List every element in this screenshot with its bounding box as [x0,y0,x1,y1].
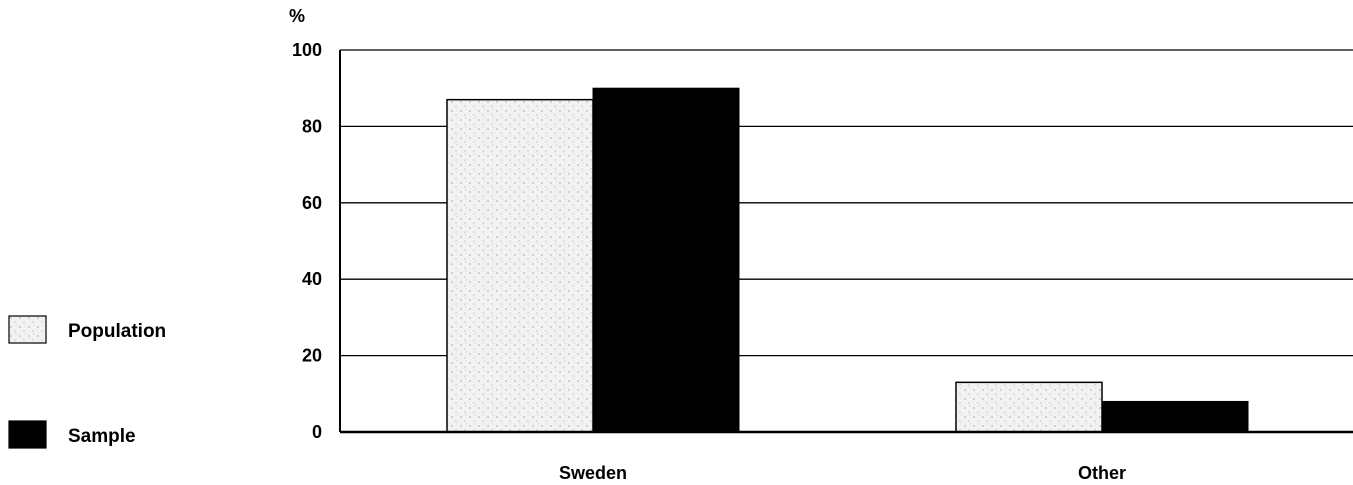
bar-sweden-population [446,98,594,433]
legend-label-population: Population [68,321,166,342]
y-axis-unit-label: % [289,6,305,26]
legend-swatch-population [8,315,47,344]
category-label: Sweden [559,463,627,483]
y-tick-label: 60 [302,193,322,213]
bar-sweden-sample [592,87,740,433]
y-tick-label: 0 [312,422,322,442]
category-label: Other [1078,463,1126,483]
legend: Population Sample [8,315,166,449]
legend-label-sample: Sample [68,426,136,447]
y-tick-label: 20 [302,346,322,366]
bar-other-population [955,381,1103,433]
y-tick-label: 100 [292,40,322,60]
y-axis-ticks: 0 20 40 60 80 100 [292,40,322,442]
category-labels: Sweden Other [559,463,1126,483]
y-tick-label: 40 [302,269,322,289]
bar-other-sample [1101,400,1249,433]
y-tick-label: 80 [302,116,322,136]
bars [446,87,1249,433]
legend-swatch-sample [8,420,47,449]
